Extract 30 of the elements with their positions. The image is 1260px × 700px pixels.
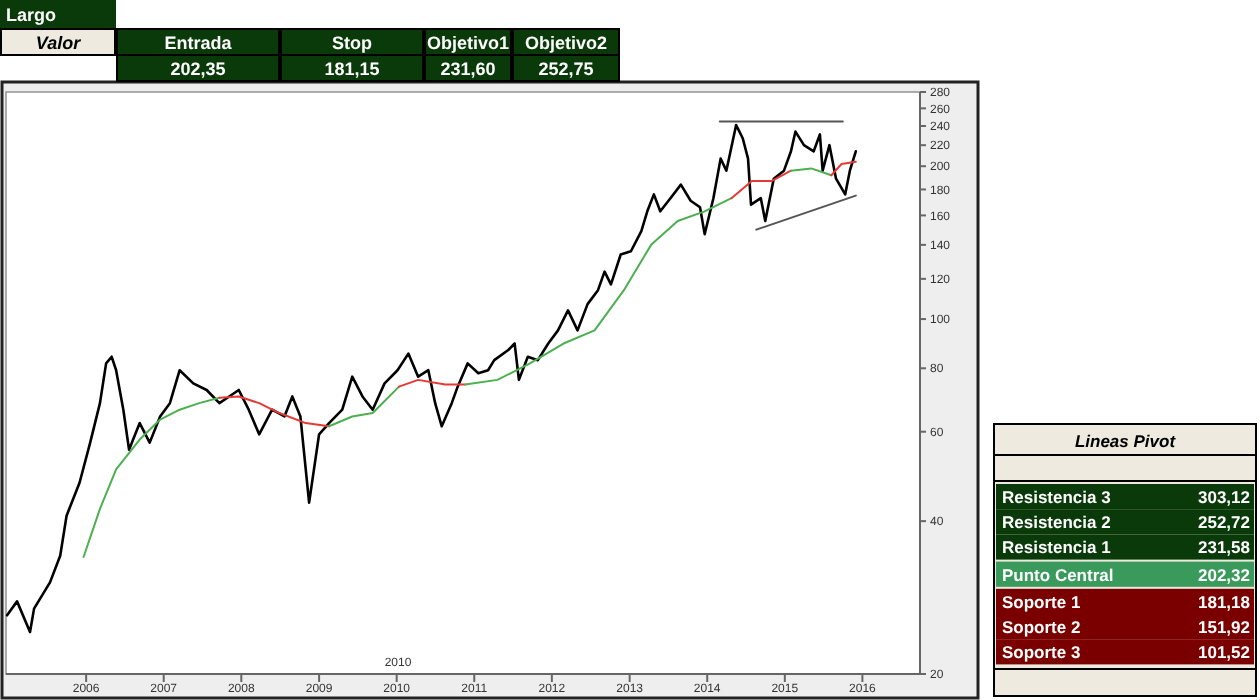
text: 252,75 <box>538 59 594 79</box>
category-label: Entrada <box>164 33 234 53</box>
category-label: Resistencia 2 <box>1002 512 1112 533</box>
text: 303,12 <box>1198 487 1250 507</box>
text: 231,58 <box>1198 537 1250 558</box>
line-series <box>464 197 733 386</box>
category-label: Resistencia 1 <box>1002 537 1112 558</box>
category-label: Punto Central <box>1002 564 1114 585</box>
text: Lineas Pivot <box>1074 431 1178 451</box>
text: 181,18 <box>1198 591 1250 612</box>
text: 151,92 <box>1198 617 1250 637</box>
category-label: Objetivo1 <box>426 33 510 53</box>
category-label: Objetivo2 <box>524 33 608 53</box>
text: 181,15 <box>324 59 380 79</box>
category-label: Resistencia 3 <box>1002 487 1112 507</box>
text: 202,32 <box>1198 564 1250 585</box>
category-label: Stop <box>332 33 373 53</box>
category-label: Soporte 1 <box>1002 591 1081 612</box>
line-series <box>82 396 221 558</box>
text: 202,35 <box>170 59 226 79</box>
line-series <box>218 395 331 428</box>
text: Largo <box>6 5 58 25</box>
line-series <box>5 123 858 634</box>
category-label: Soporte 2 <box>1002 617 1081 637</box>
text: 101,52 <box>1198 642 1250 663</box>
line-series <box>328 385 401 428</box>
text: 231,60 <box>440 59 496 79</box>
text: 252,72 <box>1198 512 1250 533</box>
category-label: Soporte 3 <box>1002 642 1081 663</box>
text: Valor <box>35 33 82 53</box>
